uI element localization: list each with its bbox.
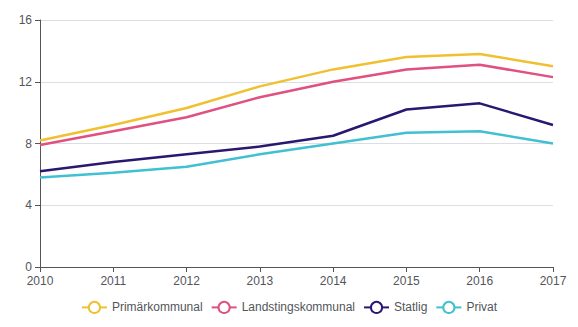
svg-text:4: 4 <box>25 198 32 212</box>
svg-text:16: 16 <box>19 13 33 27</box>
svg-text:Primärkommunal: Primärkommunal <box>112 300 203 314</box>
svg-text:Landstingskommunal: Landstingskommunal <box>242 300 355 314</box>
svg-text:2016: 2016 <box>466 274 493 288</box>
svg-text:Privat: Privat <box>466 300 497 314</box>
svg-text:2012: 2012 <box>173 274 200 288</box>
svg-text:Statlig: Statlig <box>394 300 427 314</box>
svg-text:2011: 2011 <box>100 274 126 288</box>
svg-text:2013: 2013 <box>247 274 274 288</box>
svg-text:2015: 2015 <box>393 274 420 288</box>
svg-text:0: 0 <box>25 260 32 274</box>
svg-text:2014: 2014 <box>320 274 347 288</box>
svg-text:12: 12 <box>19 75 33 89</box>
svg-text:2017: 2017 <box>540 274 567 288</box>
svg-text:2010: 2010 <box>27 274 54 288</box>
svg-text:8: 8 <box>25 137 32 151</box>
